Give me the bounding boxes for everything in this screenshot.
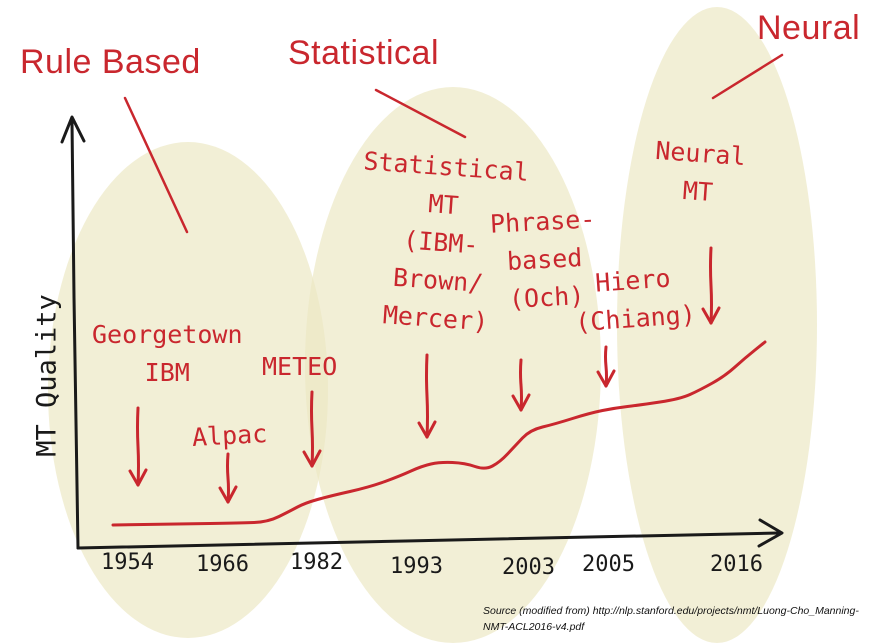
milestone-arrowhead-1954 (128, 468, 148, 487)
x-tick-label-1982: 1982 (290, 550, 343, 575)
x-tick-label-2003: 2003 (502, 555, 555, 580)
x-tick-label-1954: 1954 (101, 550, 154, 575)
source-note: Source (modified from) http://nlp.stanfo… (483, 605, 859, 633)
x-axis-arrowhead (757, 518, 784, 548)
era-pointer-line-1 (123, 96, 189, 234)
era-pointer-lines (123, 53, 784, 234)
milestone-label-line: Georgetown (92, 320, 243, 349)
milestone-arrow-1982 (309, 390, 315, 468)
milestone-arrow-1966 (225, 452, 231, 504)
milestone-arrowhead-2005 (596, 369, 616, 388)
era-label-neural: Neural (757, 9, 861, 47)
milestone-arrow-2005 (603, 345, 609, 388)
x-axis-line (76, 531, 780, 550)
milestone-arrowhead-2003 (511, 393, 531, 412)
milestone-label-line: Neural (654, 135, 747, 172)
era-label-statistical: Statistical (288, 34, 439, 72)
milestone-label-1954: Georgetown IBM (92, 316, 243, 392)
milestone-arrows (128, 246, 721, 504)
era-ellipse-1 (48, 142, 328, 638)
era-ellipse-2 (305, 87, 601, 643)
milestone-label-line: Alpac (191, 419, 268, 452)
milestone-arrowhead-2016 (701, 306, 721, 325)
era-ellipse-3 (617, 7, 817, 643)
milestone-arrowhead-1993 (417, 420, 437, 439)
x-tick-label-2016: 2016 (710, 552, 763, 577)
milestone-label-1982: METEO (262, 348, 337, 386)
axes (60, 115, 784, 550)
era-label-rule-based: Rule Based (20, 43, 201, 81)
era-ellipses (48, 7, 817, 643)
milestone-label-line: Phrase- (489, 204, 597, 239)
y-axis-arrowhead (60, 115, 86, 144)
milestone-label-2016: Neural MT (651, 132, 746, 214)
x-tick-label-2005: 2005 (582, 552, 635, 577)
milestone-label-2005: Hiero (Chiang) (571, 258, 696, 342)
milestone-arrowhead-1982 (302, 449, 322, 468)
quality-curve-layer (111, 340, 767, 527)
x-tick-label-1993: 1993 (390, 554, 443, 579)
milestone-arrow-2003 (518, 358, 524, 412)
quality-curve (111, 340, 767, 527)
milestone-label-1966: Alpac (191, 415, 268, 457)
milestone-arrow-2016 (708, 246, 714, 325)
milestone-label-line: METEO (262, 352, 338, 381)
era-pointer-line-3 (711, 53, 784, 100)
y-axis-line (70, 120, 80, 550)
milestone-arrowhead-1966 (218, 485, 238, 504)
milestone-arrow-1954 (135, 406, 141, 487)
x-tick-label-1966: 1966 (196, 552, 249, 577)
milestone-label-line: IBM (144, 358, 190, 387)
milestone-label-line: MT (681, 175, 714, 207)
y-axis-label: MT Quality (31, 294, 63, 457)
milestone-arrow-1993 (424, 353, 430, 439)
era-pointer-line-2 (374, 88, 467, 139)
